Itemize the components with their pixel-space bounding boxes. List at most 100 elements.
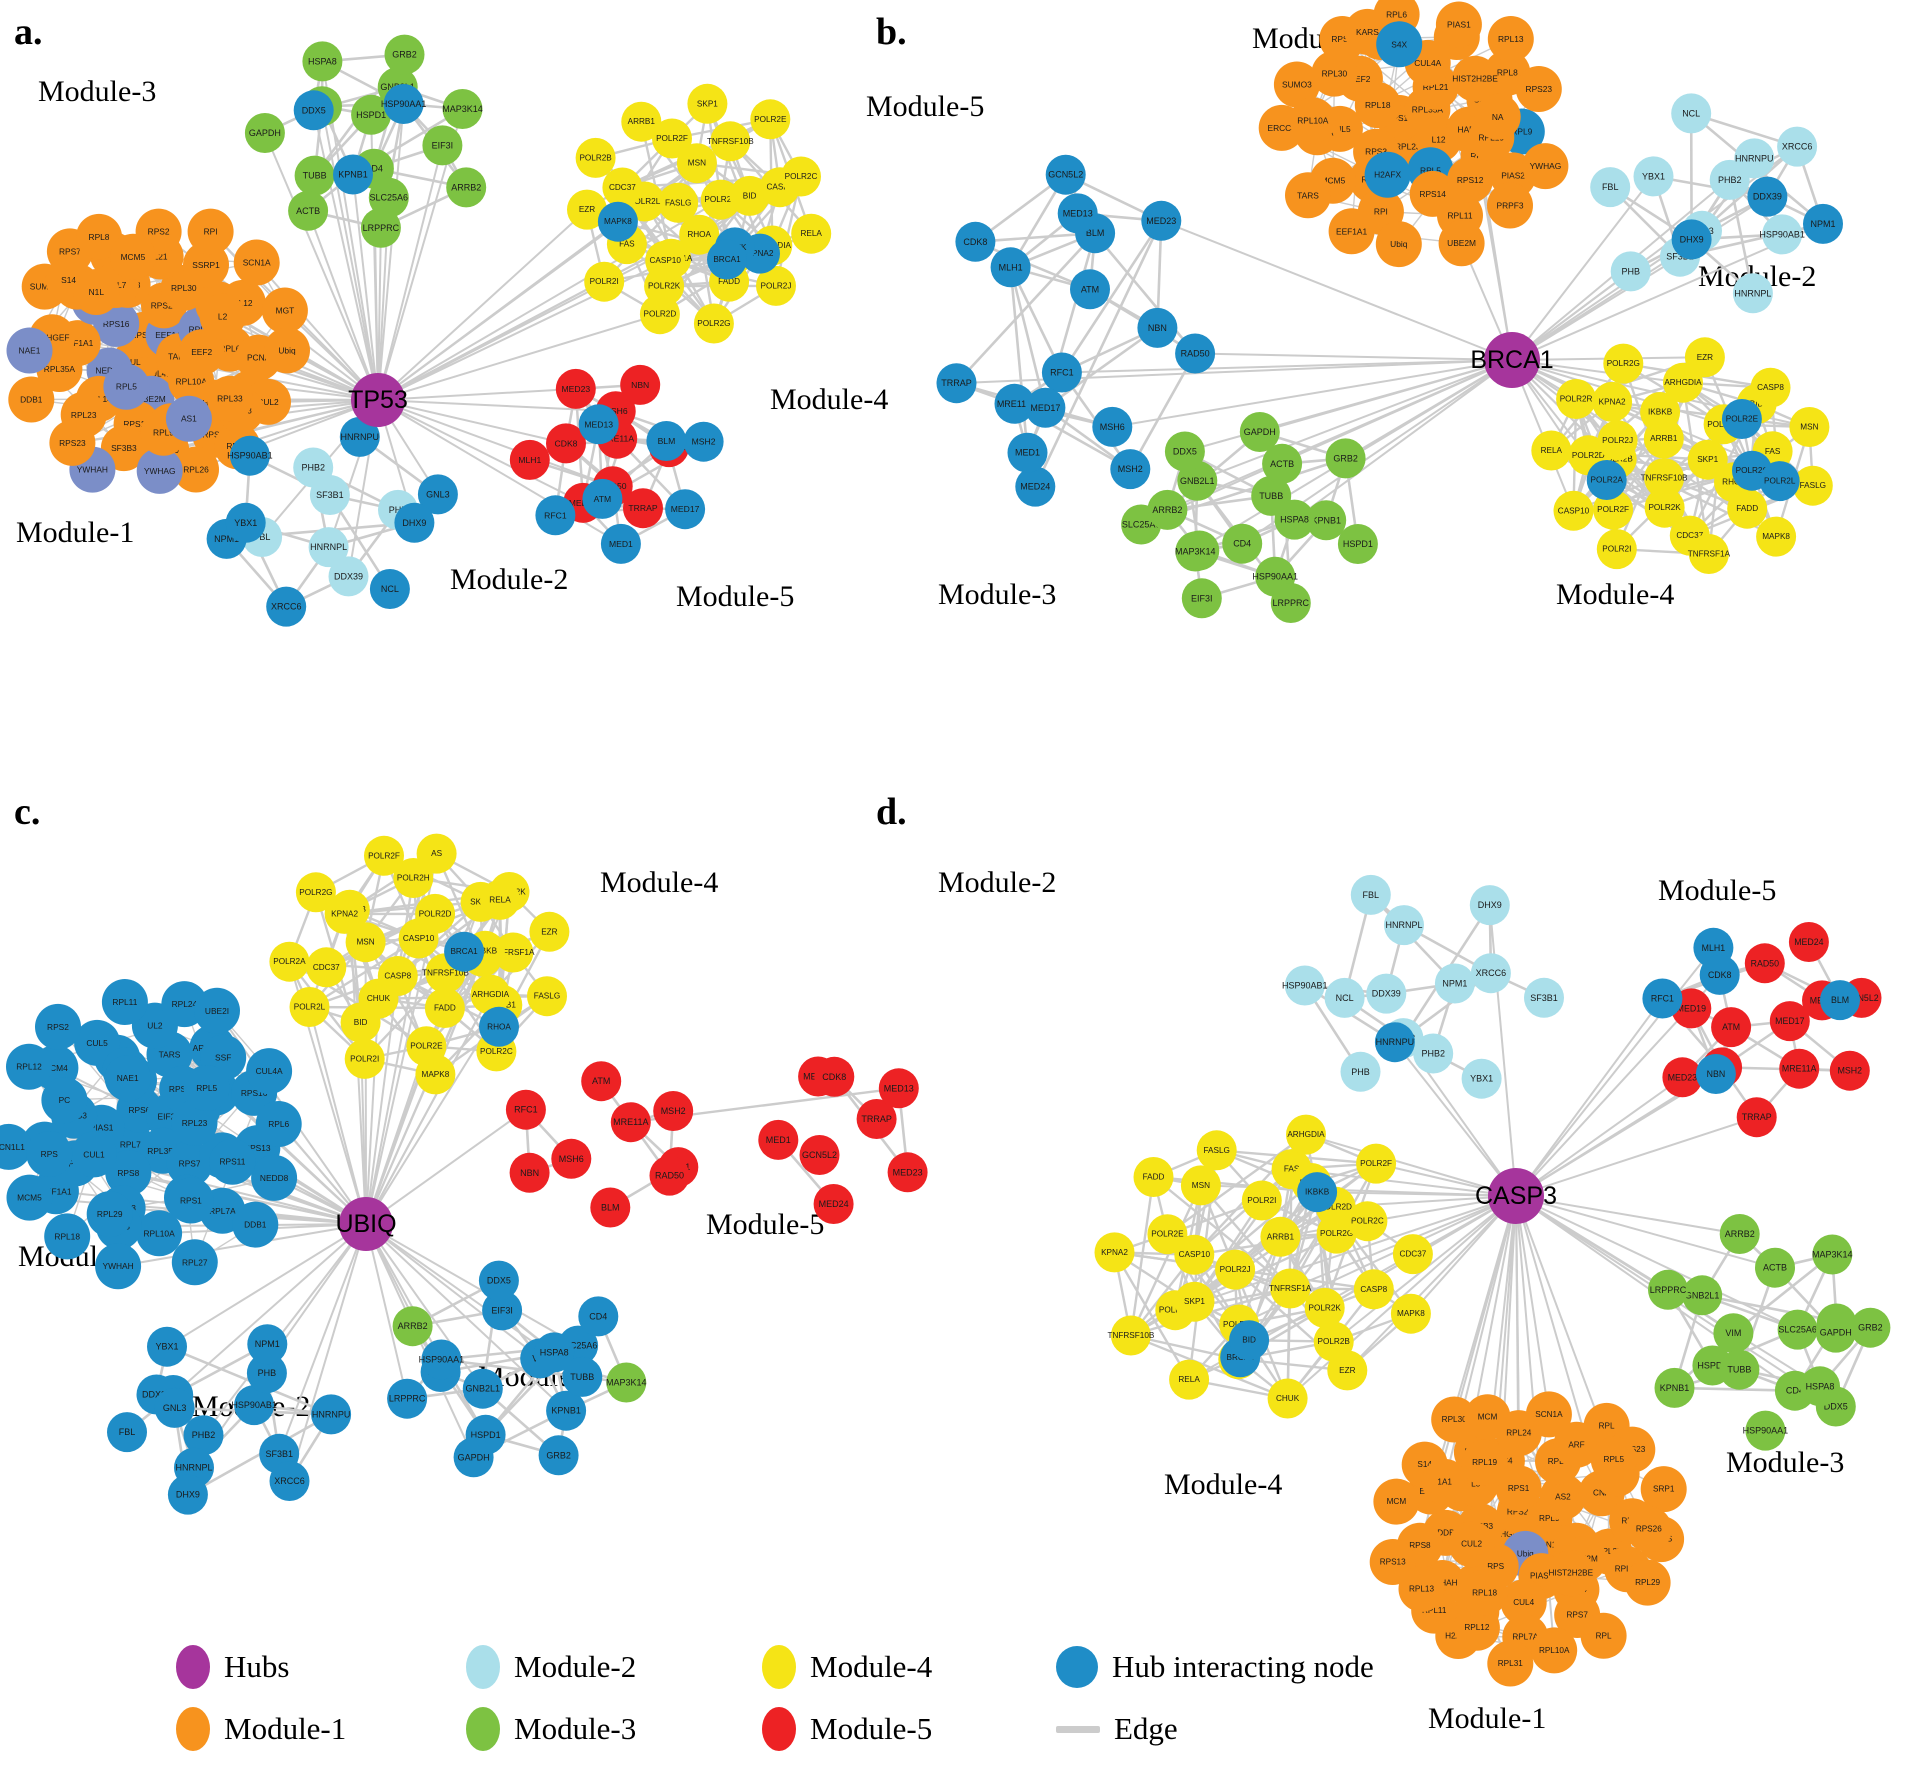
network-node[interactable]: HSPA8 bbox=[1800, 1366, 1840, 1407]
node-circle[interactable] bbox=[480, 879, 520, 920]
node-circle[interactable] bbox=[1515, 66, 1562, 112]
node-circle[interactable] bbox=[6, 1043, 52, 1090]
node-circle[interactable] bbox=[1267, 1378, 1308, 1419]
network-node[interactable]: SKP1 bbox=[1174, 1281, 1215, 1322]
node-circle[interactable] bbox=[311, 1394, 352, 1435]
node-circle[interactable] bbox=[1311, 50, 1358, 97]
network-node[interactable]: HIST2H2BE bbox=[1547, 1550, 1594, 1597]
node-circle[interactable] bbox=[645, 240, 686, 281]
network-node[interactable]: RPS26 bbox=[1625, 1506, 1672, 1553]
node-circle[interactable] bbox=[758, 1119, 799, 1160]
node-circle[interactable] bbox=[602, 167, 643, 208]
node-circle[interactable] bbox=[1169, 1359, 1210, 1400]
node-circle[interactable] bbox=[1487, 182, 1533, 229]
node-circle[interactable] bbox=[261, 287, 308, 334]
node-circle[interactable] bbox=[1222, 523, 1263, 564]
node-circle[interactable] bbox=[244, 113, 285, 153]
node-circle[interactable] bbox=[658, 182, 699, 223]
node-circle[interactable] bbox=[620, 364, 661, 405]
node-circle[interactable] bbox=[505, 1089, 546, 1130]
node-circle[interactable] bbox=[294, 155, 335, 196]
node-circle[interactable] bbox=[302, 41, 343, 82]
node-circle[interactable] bbox=[394, 502, 435, 543]
node-circle[interactable] bbox=[1015, 466, 1056, 507]
node-circle[interactable] bbox=[756, 265, 796, 306]
node-circle[interactable] bbox=[8, 376, 55, 423]
node-circle[interactable] bbox=[417, 474, 458, 515]
network-node[interactable]: POLR2F bbox=[1356, 1143, 1397, 1184]
node-circle[interactable] bbox=[1337, 524, 1378, 564]
node-circle[interactable] bbox=[1593, 489, 1634, 530]
node-circle[interactable] bbox=[293, 90, 334, 131]
network-node[interactable]: RPL13 bbox=[1398, 1565, 1445, 1612]
node-circle[interactable] bbox=[0, 1123, 32, 1170]
node-circle[interactable] bbox=[1750, 367, 1791, 408]
node-circle[interactable] bbox=[1640, 392, 1681, 432]
node-circle[interactable] bbox=[1324, 977, 1365, 1018]
network-node[interactable]: RPL29 bbox=[1624, 1559, 1671, 1606]
node-circle[interactable] bbox=[687, 83, 728, 124]
node-circle[interactable] bbox=[1586, 460, 1627, 500]
network-node[interactable]: 1A1 bbox=[1421, 1458, 1468, 1505]
network-node[interactable]: RPL18 bbox=[1461, 1569, 1508, 1616]
node-circle[interactable] bbox=[1648, 1269, 1688, 1310]
node-circle[interactable] bbox=[1325, 438, 1366, 479]
network-node[interactable]: NCL bbox=[1324, 977, 1365, 1018]
node-circle[interactable] bbox=[623, 488, 663, 529]
node-circle[interactable] bbox=[1094, 1232, 1135, 1273]
network-node[interactable]: SRP1 bbox=[1640, 1466, 1687, 1513]
network-node[interactable]: NPM1 bbox=[1434, 963, 1475, 1004]
node-circle[interactable] bbox=[813, 1184, 854, 1224]
node-circle[interactable] bbox=[1175, 531, 1216, 572]
node-circle[interactable] bbox=[887, 1152, 928, 1193]
node-circle[interactable] bbox=[74, 1019, 121, 1066]
node-circle[interactable] bbox=[289, 987, 330, 1027]
node-circle[interactable] bbox=[610, 1102, 651, 1143]
node-circle[interactable] bbox=[1597, 420, 1638, 461]
node-circle[interactable] bbox=[1364, 151, 1411, 198]
node-circle[interactable] bbox=[1392, 1234, 1433, 1275]
node-circle[interactable] bbox=[955, 221, 996, 262]
network-node[interactable]: RELA bbox=[1169, 1359, 1210, 1400]
node-circle[interactable] bbox=[1347, 1201, 1388, 1242]
node-circle[interactable] bbox=[1755, 1247, 1795, 1288]
node-circle[interactable] bbox=[344, 1038, 385, 1079]
node-circle[interactable] bbox=[1434, 963, 1475, 1004]
node-circle[interactable] bbox=[479, 1006, 519, 1047]
node-circle[interactable] bbox=[1654, 1367, 1695, 1408]
node-circle[interactable] bbox=[246, 1048, 293, 1095]
node-circle[interactable] bbox=[306, 947, 347, 988]
node-circle[interactable] bbox=[209, 1138, 256, 1185]
node-circle[interactable] bbox=[1289, 97, 1336, 144]
node-circle[interactable] bbox=[165, 395, 212, 442]
node-circle[interactable] bbox=[1374, 1022, 1415, 1063]
node-circle[interactable] bbox=[1353, 1269, 1394, 1310]
node-circle[interactable] bbox=[729, 175, 770, 216]
node-circle[interactable] bbox=[1274, 499, 1315, 540]
node-circle[interactable] bbox=[878, 1068, 919, 1109]
network-node[interactable]: IKBKB bbox=[1297, 1172, 1338, 1213]
node-circle[interactable] bbox=[446, 167, 487, 208]
node-circle[interactable] bbox=[1057, 193, 1098, 234]
network-node[interactable]: ACTB bbox=[1755, 1247, 1795, 1288]
node-circle[interactable] bbox=[171, 1099, 218, 1146]
network-node[interactable]: NBN bbox=[1695, 1054, 1736, 1094]
network-node[interactable]: LRPPRC bbox=[1648, 1269, 1688, 1310]
network-node[interactable]: RPL5 bbox=[1590, 1436, 1637, 1483]
node-circle[interactable] bbox=[167, 1177, 214, 1224]
node-circle[interactable] bbox=[646, 421, 687, 461]
node-circle[interactable] bbox=[562, 1356, 603, 1397]
node-circle[interactable] bbox=[1474, 93, 1521, 140]
node-circle[interactable] bbox=[1556, 379, 1597, 419]
node-circle[interactable] bbox=[590, 1187, 631, 1228]
node-circle[interactable] bbox=[225, 502, 266, 543]
network-node[interactable]: POLR2K bbox=[1304, 1287, 1345, 1328]
node-circle[interactable] bbox=[187, 208, 234, 255]
node-circle[interactable] bbox=[1792, 465, 1833, 506]
node-circle[interactable] bbox=[1137, 307, 1178, 348]
node-circle[interactable] bbox=[1624, 1559, 1671, 1606]
network-node[interactable]: KPNA2 bbox=[1094, 1232, 1135, 1273]
node-circle[interactable] bbox=[683, 421, 724, 462]
node-circle[interactable] bbox=[639, 294, 680, 335]
node-circle[interactable] bbox=[383, 84, 424, 124]
